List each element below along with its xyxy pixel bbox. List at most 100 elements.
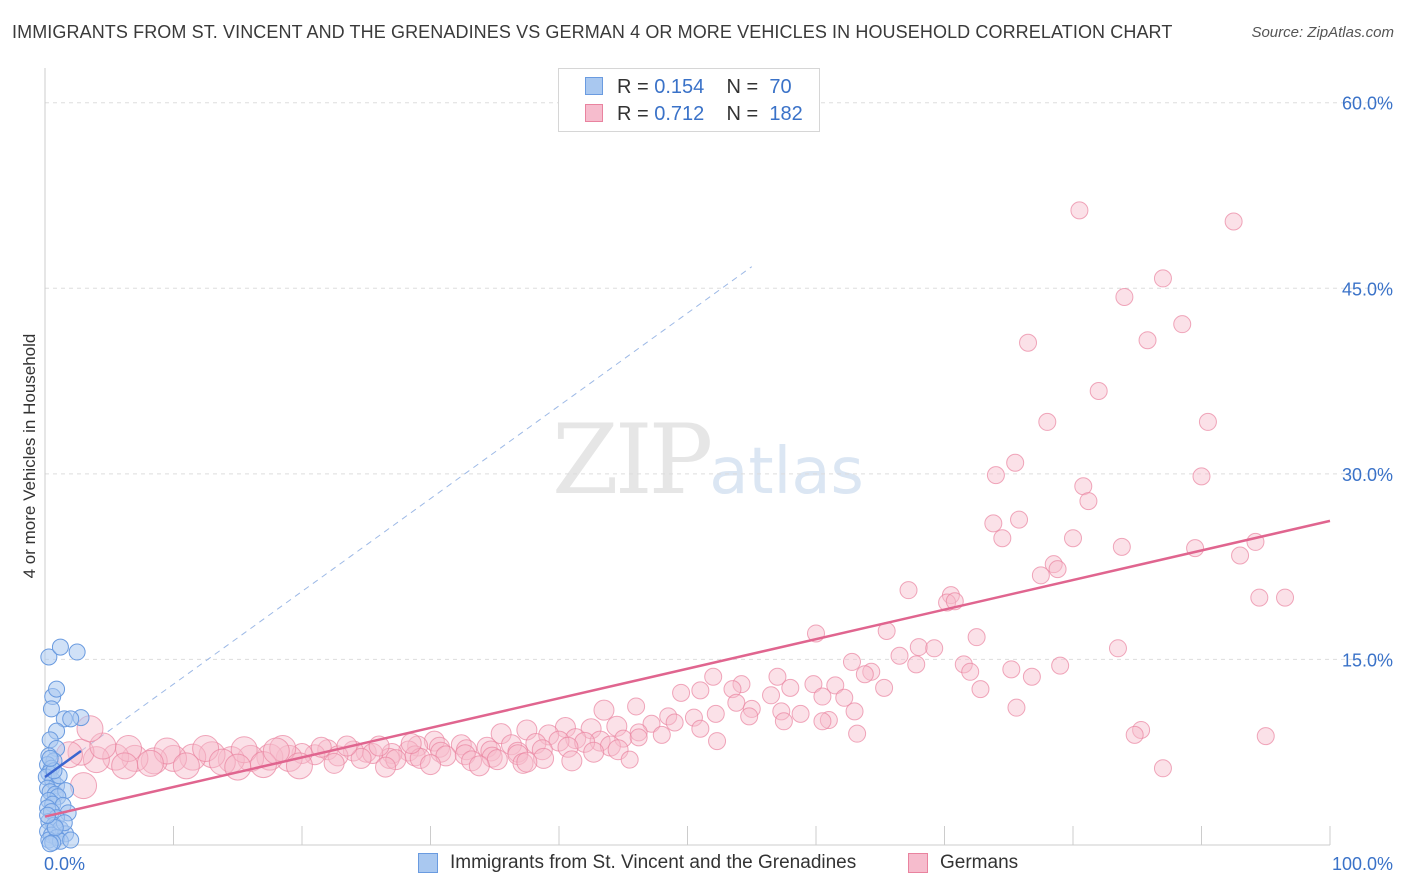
germans-point [1138, 331, 1157, 350]
legend-label-germans: Germans [940, 852, 1019, 873]
germans-point [583, 741, 605, 763]
y-tick-label: 60.0% [1342, 94, 1393, 114]
germans-point [1064, 529, 1082, 548]
legend-r-value: 0.154 [654, 75, 705, 98]
germans-point [691, 719, 710, 738]
germans-point [742, 699, 761, 718]
series-legend: Immigrants from St. Vincent and the Gren… [0, 850, 1406, 878]
watermark: ZIPatlas [552, 404, 864, 516]
germans-point [350, 747, 372, 769]
legend-n-value: 182 [769, 102, 803, 125]
germans-point [845, 702, 864, 721]
germans-point [774, 712, 793, 731]
germans-point [614, 729, 633, 748]
germans-point [708, 732, 727, 751]
germans-point [629, 723, 648, 742]
germans-point [1051, 656, 1070, 675]
germans-point [723, 680, 742, 699]
germans-point [727, 693, 746, 712]
germans-point [1192, 467, 1211, 486]
legend-item-immigrants[interactable]: Immigrants from St. Vincent and the Gren… [418, 852, 856, 874]
germans-point [835, 688, 854, 707]
legend-r-label: R = [617, 102, 649, 125]
germans-point [986, 466, 1005, 485]
germans-point [1224, 212, 1243, 231]
legend-swatch-blue [418, 853, 438, 873]
germans-point [1070, 201, 1089, 220]
germans-point [813, 687, 832, 706]
germans-point [1006, 453, 1025, 472]
x-tick-label: 100.0% [1332, 854, 1393, 874]
germans-point [890, 646, 909, 665]
chart-title: IMMIGRANTS FROM ST. VINCENT AND THE GREN… [12, 22, 1173, 42]
immigrants-trend-line [44, 749, 82, 778]
germans-point [1231, 546, 1250, 565]
germans-point [323, 752, 345, 774]
legend-n-value: 70 [769, 75, 792, 98]
legend-swatch-blue [585, 77, 603, 95]
germans-point [1010, 510, 1029, 529]
germans-point [1108, 639, 1127, 658]
immigrants-point [46, 819, 64, 837]
legend-r-value: 0.712 [654, 102, 705, 125]
germans-point [1153, 759, 1172, 778]
y-tick-label: 45.0% [1342, 279, 1393, 299]
germans-point [665, 713, 684, 732]
germans-point [984, 514, 1003, 533]
germans-point [1007, 698, 1026, 717]
germans-point [907, 655, 926, 674]
legend-row-blue: R = 0.154 N = 70 [585, 75, 792, 99]
germans-point [1038, 412, 1057, 431]
germans-point [486, 749, 508, 771]
legend-item-germans[interactable]: Germans [908, 852, 1018, 874]
watermark-atlas: atlas [709, 435, 864, 509]
germans-point [855, 665, 874, 684]
germans-point [557, 736, 579, 758]
germans-point [420, 754, 441, 776]
germans-point [899, 581, 918, 600]
germans-point [1048, 560, 1067, 579]
germans-point [476, 736, 498, 758]
germans-point [533, 747, 555, 769]
watermark-zip: ZIP [552, 404, 713, 516]
germans-point [813, 712, 832, 731]
germans-point [1022, 667, 1041, 686]
germans-point [961, 662, 980, 681]
germans-point [400, 733, 422, 755]
germans-point [531, 739, 553, 761]
germans-point [732, 675, 751, 694]
blue-trend-extension [80, 266, 753, 752]
immigrants-point [41, 749, 59, 767]
germans-point [768, 667, 787, 686]
germans-point [172, 752, 200, 780]
germans-point [1250, 588, 1269, 607]
germans-point [136, 749, 164, 777]
immigrants-point [51, 638, 69, 656]
germans-point [111, 752, 139, 780]
germans-point [804, 675, 823, 694]
germans-point [375, 756, 397, 778]
germans-point [1002, 660, 1021, 679]
legend-label-immigrants: Immigrants from St. Vincent and the Gren… [450, 852, 857, 873]
germans-point [642, 714, 661, 733]
germans-point [740, 707, 759, 726]
immigrants-point [41, 835, 59, 853]
germans-point [684, 708, 703, 727]
germans-point [954, 655, 973, 674]
germans-point [593, 699, 615, 721]
germans-point [1198, 412, 1217, 431]
germans-point [606, 715, 628, 737]
immigrants-point [68, 643, 86, 661]
germans-point [561, 750, 583, 772]
germans-point [1256, 727, 1275, 746]
germans-point [192, 735, 220, 763]
germans-point [875, 678, 894, 697]
germans-point [993, 529, 1012, 548]
germans-point [1153, 269, 1172, 288]
germans-point [1125, 725, 1144, 744]
germans-point [1112, 537, 1131, 556]
germans-point [230, 736, 258, 764]
germans-point [691, 681, 710, 700]
germans-point [468, 755, 490, 777]
